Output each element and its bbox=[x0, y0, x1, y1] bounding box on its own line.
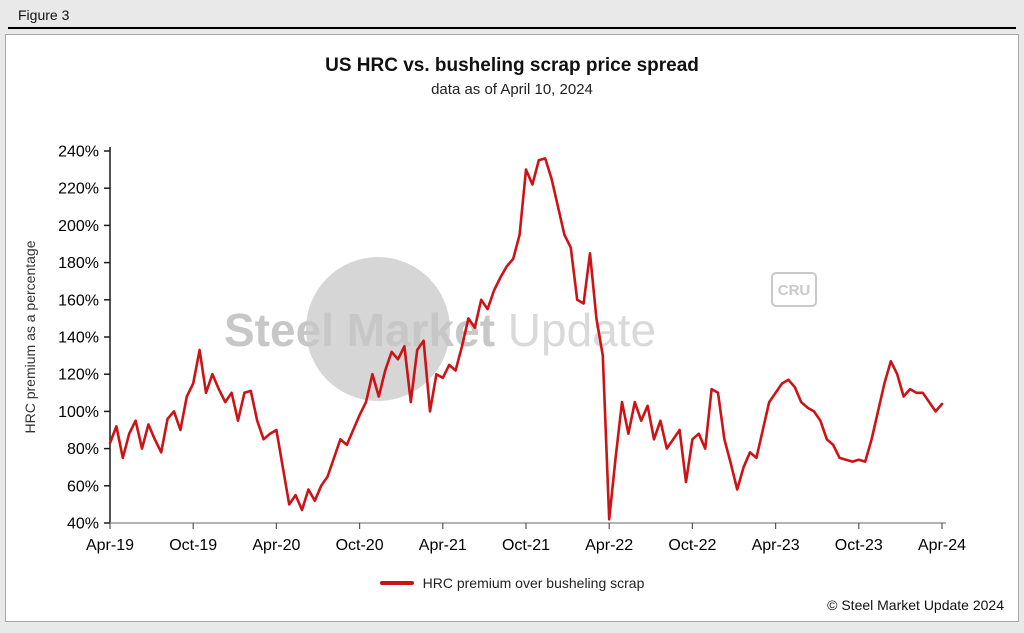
watermark-cru-box bbox=[770, 272, 817, 307]
svg-text:Apr-20: Apr-20 bbox=[252, 537, 300, 554]
svg-text:Oct-21: Oct-21 bbox=[501, 537, 549, 554]
svg-text:Apr-22: Apr-22 bbox=[585, 537, 633, 554]
svg-text:40%: 40% bbox=[66, 516, 98, 533]
svg-text:100%: 100% bbox=[58, 404, 99, 421]
svg-text:180%: 180% bbox=[58, 255, 99, 272]
svg-text:60%: 60% bbox=[66, 478, 98, 495]
svg-text:140%: 140% bbox=[58, 330, 99, 347]
chart-panel: US HRC vs. busheling scrap price spread … bbox=[5, 34, 1019, 622]
y-axis-title: HRC premium as a percentage bbox=[22, 240, 38, 433]
figure-label: Figure 3 bbox=[18, 7, 70, 23]
watermark: Steel Market Update CRU bbox=[224, 257, 817, 401]
watermark-logo-circle bbox=[305, 257, 450, 401]
watermark-cru-text: CRU bbox=[777, 282, 810, 299]
svg-text:120%: 120% bbox=[58, 367, 99, 384]
copyright: © Steel Market Update 2024 bbox=[827, 597, 1004, 613]
svg-text:220%: 220% bbox=[58, 181, 99, 198]
chart-subtitle: data as of April 10, 2024 bbox=[431, 81, 593, 98]
svg-text:Oct-19: Oct-19 bbox=[169, 537, 217, 554]
figure-rule bbox=[8, 27, 1016, 29]
svg-text:Apr-23: Apr-23 bbox=[751, 537, 799, 554]
legend: HRC premium over busheling scrap bbox=[6, 575, 1018, 591]
price-spread-line-chart: Steel Market Update CRU 40% 60% 80% 100% 120% 1… bbox=[22, 144, 966, 555]
legend-line-swatch bbox=[379, 581, 414, 585]
svg-text:200%: 200% bbox=[58, 218, 99, 235]
svg-text:Apr-19: Apr-19 bbox=[85, 537, 133, 554]
svg-text:Apr-21: Apr-21 bbox=[418, 537, 466, 554]
svg-text:240%: 240% bbox=[58, 144, 99, 161]
chart-title: US HRC vs. busheling scrap price spread bbox=[325, 55, 699, 76]
svg-text:160%: 160% bbox=[58, 292, 99, 309]
svg-text:80%: 80% bbox=[66, 441, 98, 458]
svg-text:Oct-20: Oct-20 bbox=[335, 537, 383, 554]
svg-text:Oct-22: Oct-22 bbox=[668, 537, 716, 554]
hrc-premium-series-line bbox=[108, 157, 943, 521]
legend-label: HRC premium over busheling scrap bbox=[422, 575, 645, 591]
svg-text:Apr-24: Apr-24 bbox=[917, 537, 965, 554]
watermark-text: Steel Market Update bbox=[224, 304, 656, 356]
svg-text:Oct-23: Oct-23 bbox=[834, 537, 882, 554]
